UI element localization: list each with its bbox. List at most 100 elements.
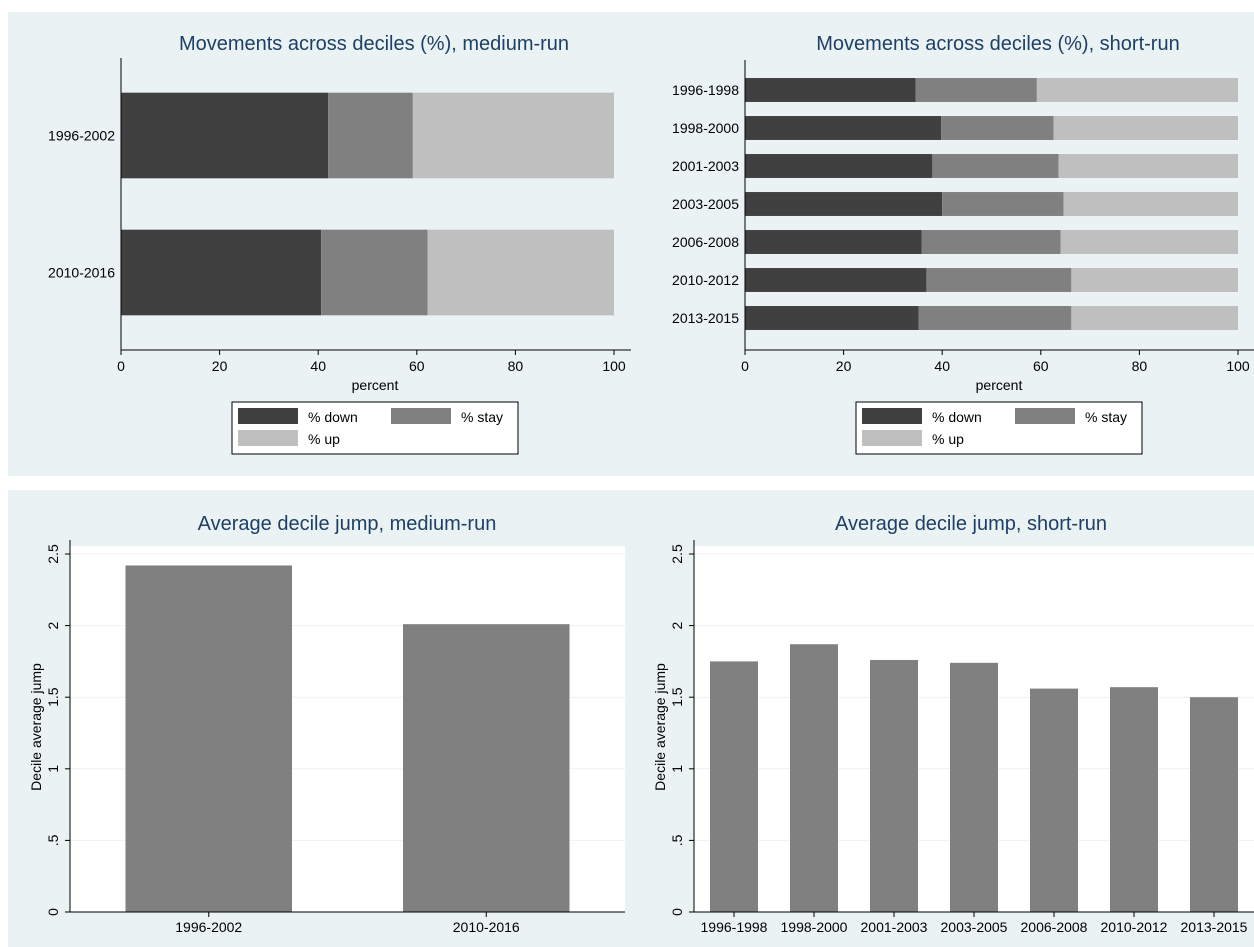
x-tick-label: 80 — [1132, 358, 1148, 374]
legend-label: % up — [308, 431, 340, 447]
bar-1-1996-1998-s2 — [1036, 78, 1238, 102]
bar-1-2006-2008-s1 — [921, 230, 1061, 254]
bar-2-2010-2016 — [403, 624, 570, 912]
x-tick-label: 2010-2016 — [453, 919, 520, 935]
legend-swatch — [238, 408, 298, 424]
legend-swatch — [391, 408, 451, 424]
x-tick-label: 1998-2000 — [781, 919, 848, 935]
chart-title-medium-run-movements: Movements across deciles (%), medium-run — [179, 33, 569, 55]
x-tick-label: 2003-2005 — [941, 919, 1008, 935]
bar-1-1998-2000-s2 — [1053, 116, 1238, 140]
y-tick-label: 2.5 — [45, 544, 61, 564]
bar-3-1998-2000 — [790, 644, 838, 912]
legend-swatch — [1015, 408, 1075, 424]
y-tick-label: 2 — [669, 621, 685, 629]
bar-3-2006-2008 — [1030, 688, 1078, 912]
y-tick-label: 2 — [45, 621, 61, 629]
category-label: 1998-2000 — [672, 120, 739, 136]
y-axis-label-short-run-jump: Decile average jump — [652, 663, 668, 791]
x-tick-label: 40 — [310, 358, 326, 374]
bar-2-1996-2002 — [125, 565, 292, 912]
x-tick-label: 2010-2012 — [1101, 919, 1168, 935]
x-tick-label: 0 — [741, 358, 749, 374]
x-tick-label: 40 — [934, 358, 950, 374]
y-tick-label: 0 — [669, 908, 685, 916]
y-tick-label: 1.5 — [669, 687, 685, 707]
legend-swatch — [862, 430, 922, 446]
bar-1-2013-2015-s1 — [918, 306, 1072, 330]
bar-0-1996-2002-s2 — [412, 92, 614, 179]
bar-1-2003-2005-s1 — [942, 192, 1064, 216]
bar-3-2013-2015 — [1190, 697, 1238, 912]
category-label: 2010-2016 — [48, 265, 115, 281]
legend-label: % up — [932, 431, 964, 447]
category-label: 2001-2003 — [672, 158, 739, 174]
legend-label: % down — [308, 409, 358, 425]
bar-1-2006-2008-s2 — [1060, 230, 1238, 254]
bar-1-1998-2000-s1 — [941, 116, 1054, 140]
y-tick-label: .5 — [669, 834, 685, 846]
bar-1-1996-1998-s0 — [745, 78, 916, 102]
bar-1-2001-2003-s0 — [745, 154, 933, 178]
x-tick-label: 100 — [602, 358, 626, 374]
y-tick-label: 1 — [45, 765, 61, 773]
category-label: 1996-2002 — [48, 128, 115, 144]
bar-1-2013-2015-s0 — [745, 306, 919, 330]
legend-label: % stay — [1085, 409, 1127, 425]
bar-0-1996-2002-s0 — [121, 92, 329, 179]
bar-3-2010-2012 — [1110, 687, 1158, 912]
chart-title-short-run-jump: Average decile jump, short-run — [835, 513, 1107, 535]
bar-1-2003-2005-s0 — [745, 192, 943, 216]
category-label: 2006-2008 — [672, 234, 739, 250]
x-tick-label: 0 — [117, 358, 125, 374]
category-label: 2003-2005 — [672, 196, 739, 212]
x-tick-label: 60 — [1033, 358, 1049, 374]
bar-1-2001-2003-s1 — [932, 154, 1059, 178]
bar-1-2010-2012-s0 — [745, 268, 927, 292]
x-axis-label-short-run: percent — [976, 377, 1023, 393]
bar-1-1996-1998-s1 — [915, 78, 1037, 102]
bar-3-2003-2005 — [950, 662, 998, 912]
x-axis-label-medium-run: percent — [352, 377, 399, 393]
category-label: 1996-1998 — [672, 82, 739, 98]
y-tick-label: 0 — [45, 908, 61, 916]
x-tick-label: 2006-2008 — [1021, 919, 1088, 935]
legend-label: % stay — [461, 409, 503, 425]
legend-label: % down — [932, 409, 982, 425]
x-tick-label: 1996-1998 — [701, 919, 768, 935]
category-label: 2010-2012 — [672, 272, 739, 288]
legend-swatch — [862, 408, 922, 424]
y-tick-label: 2.5 — [669, 544, 685, 564]
y-tick-label: 1.5 — [45, 687, 61, 707]
x-tick-label: 100 — [1226, 358, 1250, 374]
bar-1-2001-2003-s2 — [1058, 154, 1238, 178]
category-label: 2013-2015 — [672, 310, 739, 326]
bar-1-2010-2012-s1 — [926, 268, 1072, 292]
bar-3-1996-1998 — [710, 661, 758, 912]
bar-1-2006-2008-s0 — [745, 230, 922, 254]
bar-1-2010-2012-s2 — [1071, 268, 1238, 292]
bar-3-2001-2003 — [870, 659, 918, 912]
x-tick-label: 20 — [212, 358, 228, 374]
bar-0-2010-2016-s2 — [427, 229, 614, 316]
x-tick-label: 20 — [836, 358, 852, 374]
bar-1-1998-2000-s0 — [745, 116, 942, 140]
bar-1-2013-2015-s2 — [1071, 306, 1238, 330]
chart-title-short-run-movements: Movements across deciles (%), short-run — [816, 33, 1179, 55]
chart-title-medium-run-jump: Average decile jump, medium-run — [198, 513, 497, 535]
y-axis-label-medium-run-jump: Decile average jump — [28, 663, 44, 791]
x-tick-label: 2013-2015 — [1181, 919, 1248, 935]
bar-0-2010-2016-s1 — [321, 229, 428, 316]
x-tick-label: 2001-2003 — [861, 919, 928, 935]
y-tick-label: 1 — [669, 765, 685, 773]
bar-0-2010-2016-s0 — [121, 229, 322, 316]
x-tick-label: 1996-2002 — [175, 919, 242, 935]
x-tick-label: 80 — [508, 358, 524, 374]
y-tick-label: .5 — [45, 834, 61, 846]
bar-1-2003-2005-s2 — [1063, 192, 1238, 216]
bar-0-1996-2002-s1 — [328, 92, 413, 179]
x-tick-label: 60 — [409, 358, 425, 374]
legend-swatch — [238, 430, 298, 446]
